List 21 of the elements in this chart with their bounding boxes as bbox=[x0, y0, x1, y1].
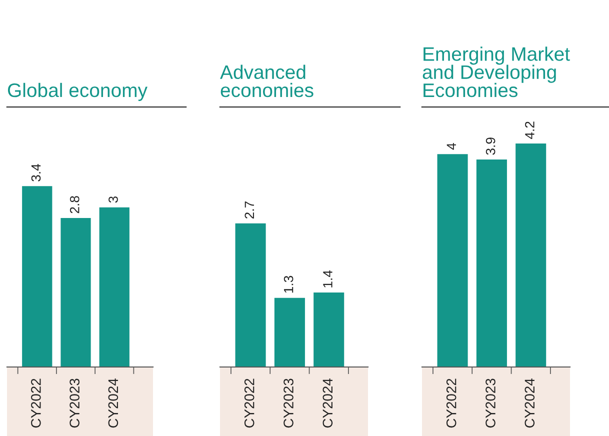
data-label: 2.7 bbox=[244, 201, 254, 219]
data-label: 2.8 bbox=[70, 196, 80, 214]
data-label: 3.9 bbox=[486, 138, 496, 155]
chart-title: Global economy bbox=[8, 82, 148, 101]
data-label: 1.3 bbox=[284, 276, 294, 293]
data-label: 4 bbox=[446, 143, 456, 150]
x-tick-label: CY2023 bbox=[70, 378, 80, 428]
x-tick-label: CY2022 bbox=[446, 378, 456, 428]
x-tick-label: CY2022 bbox=[31, 378, 41, 428]
chart-title: Emerging Market and Developing Economies bbox=[422, 46, 570, 98]
x-tick-label: CY2023 bbox=[284, 378, 294, 428]
x-tick-label: CY2023 bbox=[486, 378, 496, 428]
data-label: 3 bbox=[108, 196, 118, 203]
x-tick-label: CY2022 bbox=[244, 378, 254, 428]
data-label: 3.4 bbox=[31, 164, 41, 182]
chart-title: Advanced economies bbox=[220, 64, 314, 98]
x-tick-label: CY2024 bbox=[322, 378, 333, 428]
data-label: 1.4 bbox=[323, 270, 332, 288]
x-tick-label: CY2024 bbox=[108, 378, 118, 428]
data-label: 4.2 bbox=[525, 122, 534, 140]
x-tick-label: CY2024 bbox=[524, 378, 535, 428]
